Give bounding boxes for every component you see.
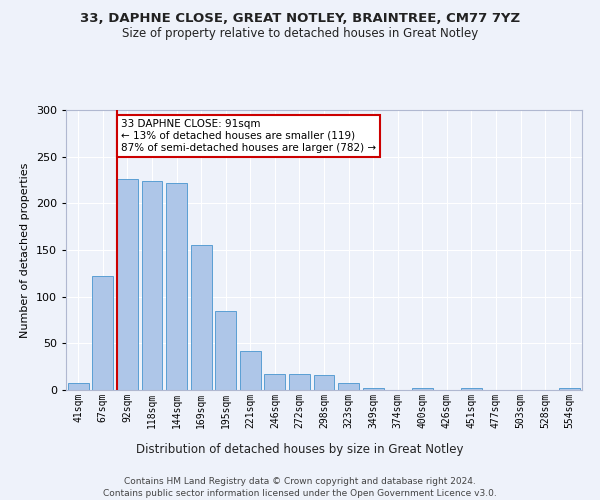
Text: 33 DAPHNE CLOSE: 91sqm
← 13% of detached houses are smaller (119)
87% of semi-de: 33 DAPHNE CLOSE: 91sqm ← 13% of detached… [121,120,376,152]
Bar [92,276,113,390]
Bar [166,183,187,390]
Bar [338,382,359,390]
Bar [117,179,138,390]
Bar [142,181,163,390]
Text: Distribution of detached houses by size in Great Notley: Distribution of detached houses by size … [136,442,464,456]
Bar [215,310,236,390]
Text: 33, DAPHNE CLOSE, GREAT NOTLEY, BRAINTREE, CM77 7YZ: 33, DAPHNE CLOSE, GREAT NOTLEY, BRAINTRE… [80,12,520,26]
Bar [362,388,383,390]
Bar [412,388,433,390]
Bar [240,351,261,390]
Bar [461,388,482,390]
Bar [68,384,89,390]
Text: Contains public sector information licensed under the Open Government Licence v3: Contains public sector information licen… [103,489,497,498]
Bar [314,375,334,390]
Bar [191,246,212,390]
Bar [265,374,286,390]
Text: Size of property relative to detached houses in Great Notley: Size of property relative to detached ho… [122,28,478,40]
Bar [289,374,310,390]
Bar [559,388,580,390]
Text: Contains HM Land Registry data © Crown copyright and database right 2024.: Contains HM Land Registry data © Crown c… [124,478,476,486]
Y-axis label: Number of detached properties: Number of detached properties [20,162,30,338]
